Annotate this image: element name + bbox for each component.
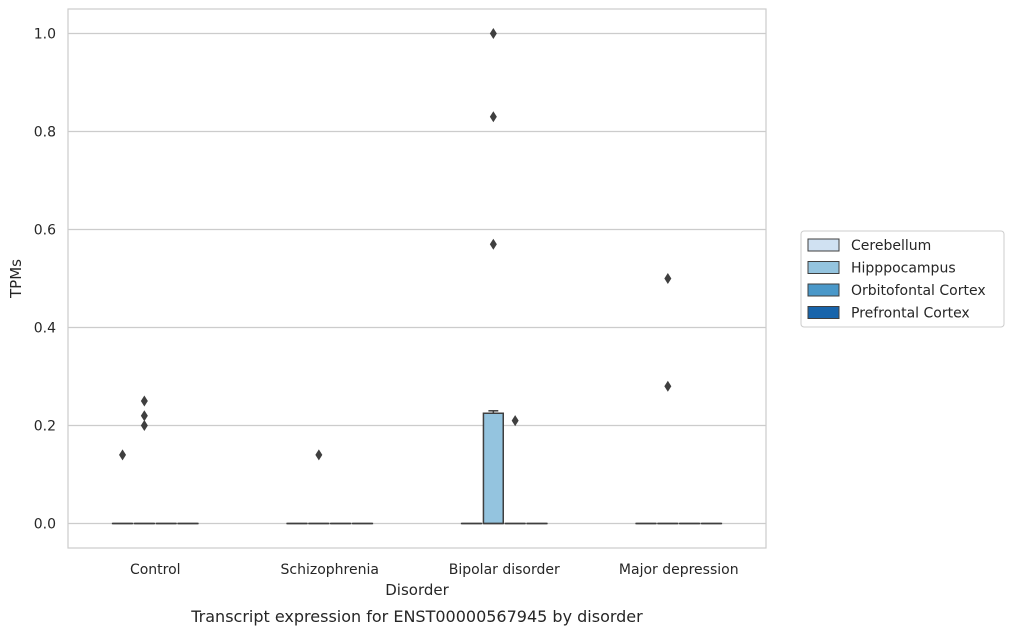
box-orbitofontal-cortex [504,415,526,525]
boxes [111,28,723,525]
grid-lines [68,32,766,525]
chart-title: Transcript expression for ENST0000056794… [190,607,643,626]
legend-swatch [807,306,840,319]
outlier-point [664,273,672,284]
outlier-point [511,415,519,427]
legend: Cerebellum Hipppocampus Orbitofontal Corte… [800,230,1005,328]
box-hipppocampus [133,395,155,525]
x-axis-ticks: Control Schizophrenia Bipolar disorder Majo… [130,562,739,578]
y-tick-label: 0.0 [34,517,56,533]
outlier-point [140,395,148,407]
y-axis-ticks: 0.0 0.2 0.4 0.6 0.8 1.0 [34,27,56,533]
legend-label: Cerebellum [851,238,931,254]
outlier-point [119,449,127,461]
x-axis-label: Disorder [385,581,449,599]
y-tick-label: 1.0 [34,27,56,43]
legend-label: Orbitofontal Cortex [851,283,986,299]
legend-label: Prefrontal Cortex [851,306,970,322]
plot-frame [67,8,767,549]
outlier-point [489,111,497,123]
outlier-point [140,420,148,431]
outlier-point [140,410,148,422]
legend-frame [800,230,1005,328]
x-tick-label: Schizophrenia [281,562,379,578]
outlier-point [315,449,323,461]
x-tick-label: Major depression [619,562,739,578]
box-hipppocampus [482,28,504,525]
outlier-point [489,28,497,39]
y-tick-label: 0.4 [34,321,56,337]
legend-label: Hipppocampus [851,261,956,277]
legend-swatch [807,283,840,297]
box-hipppocampus [657,273,679,525]
outlier-point [664,380,672,392]
outlier-point [489,238,497,250]
y-tick-label: 0.6 [34,223,56,239]
y-axis-label: TPMs [7,259,25,299]
x-tick-label: Control [130,562,181,578]
y-tick-label: 0.2 [34,419,56,435]
y-tick-label: 0.8 [34,125,56,141]
legend-swatch [807,238,840,252]
box-hipppocampus [308,449,330,525]
box-cerebellum [111,449,134,525]
legend-swatch [807,261,840,274]
x-tick-label: Bipolar disorder [449,562,560,578]
box-body [482,412,504,525]
